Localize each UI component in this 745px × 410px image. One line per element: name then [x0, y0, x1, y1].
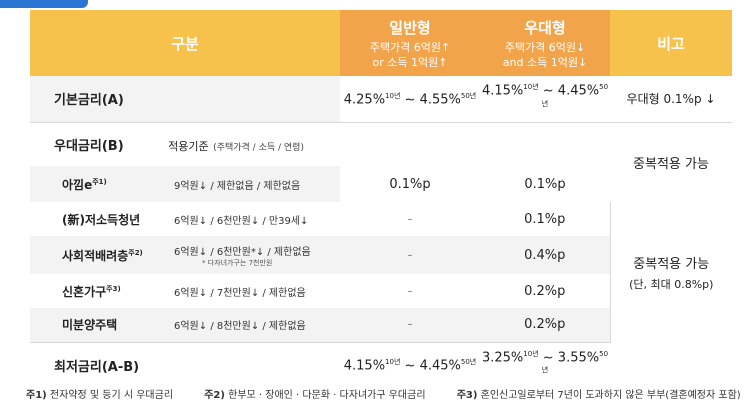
pref-row-5-name: 미분양주택 — [62, 318, 118, 333]
pref-row-2-preferred: 0.1%p — [524, 211, 566, 227]
pref-row-5-criteria: 6억원↓ / 8천만원↓ / 제한없음 — [174, 321, 306, 333]
pref-row-3-preferred: 0.4%p — [524, 247, 566, 263]
header-general-sub1: 주택가격 6억원↑ — [369, 40, 451, 54]
base-rate-preferred: 4.15%10년 ~ 4.45%50년 — [480, 76, 610, 123]
header-remark: 비고 — [610, 10, 732, 76]
pref-rate-label-cell: 우대금리(B) 적용기준 (주택가격 / 소득 / 연령) — [30, 122, 340, 166]
rate-table: 구분 일반형 주택가격 6억원↑ or 소득 1억원↑ 우대형 주택가격 6억원… — [30, 10, 732, 388]
pref-row-3-name: 사회적배려층주2) — [62, 248, 143, 263]
remark-dup2-sub: (단, 최대 0.8%p) — [629, 277, 714, 291]
footnote-3: 주3) 혼인신고일로부터 7년이 도과하지 않은 부부(결혼예정자 포함) — [456, 390, 741, 401]
top-tab-decoration — [0, 0, 88, 8]
pref-row-3-general: - — [407, 247, 413, 263]
base-rate-remark: 우대형 0.1%p ↓ — [610, 76, 732, 123]
pref-row-1-criteria: 9억원↓ / 제한없음 / 제한없음 — [174, 180, 301, 192]
header-preferred-title: 우대형 — [524, 18, 566, 37]
pref-row-2: (新)저소득청년 6억원↓ / 6천만원↓ / 만39세↓ - 0.1%p 중복… — [30, 202, 732, 342]
pref-row-1: 아낌e주1) 9억원↓ / 제한없음 / 제한없음 0.1%p 0.1%p — [30, 166, 732, 202]
pref-row-1-name: 아낌e주1) — [62, 177, 107, 192]
pref-row-2-general: - — [407, 211, 413, 227]
pref-row-4-general: - — [407, 283, 413, 299]
pref-rate-header-row: 우대금리(B) 적용기준 (주택가격 / 소득 / 연령) 중복적용 가능 — [30, 122, 732, 172]
header-preferred-sub1: 주택가격 6억원↓ — [504, 40, 586, 54]
pref-rate-label: 우대금리(B) — [54, 138, 124, 154]
base-rate-general: 4.25%10년 ~ 4.55%50년 — [340, 76, 480, 123]
criteria-note: (주택가격 / 소득 / 연령) — [213, 142, 304, 153]
pref-row-1-preferred: 0.1%p — [524, 176, 566, 192]
pref-row-1-general: 0.1%p — [389, 176, 431, 192]
pref-row-5-preferred: 0.2%p — [480, 308, 610, 343]
footnote-2: 주2) 한부모 · 장애인 · 다문화 · 다자녀가구 우대금리 — [204, 390, 426, 401]
pref-row-2-criteria: 6억원↓ / 6천만원↓ / 만39세↓ — [174, 215, 309, 227]
header-preferred: 우대형 주택가격 6억원↓ and 소득 1억원↓ — [480, 10, 610, 76]
pref-row-4-name: 신혼가구주3) — [62, 284, 121, 299]
base-rate-label: 기본금리(A) — [30, 76, 340, 123]
pref-row-4: 신혼가구주3) 6억원↓ / 7천만원↓ / 제한없음 - 0.2%p — [30, 274, 732, 308]
min-rate-label: 최저금리(A-B) — [54, 359, 140, 375]
pref-row-3-note: * 다자녀가구는 7천만원 — [202, 258, 273, 267]
base-rate-row: 기본금리(A) 4.25%10년 ~ 4.55%50년 4.15%10년 ~ 4… — [30, 76, 732, 123]
header-row: 구분 일반형 주택가격 6억원↑ or 소득 1억원↑ 우대형 주택가격 6억원… — [30, 10, 732, 76]
header-general-sub2: or 소득 1억원↑ — [372, 55, 448, 69]
header-category: 구분 — [30, 10, 340, 76]
pref-row-4-criteria: 6억원↓ / 7천만원↓ / 제한없음 — [174, 287, 306, 299]
min-rate-preferred: 3.25%10년 ~ 3.55%50년 — [481, 349, 609, 375]
header-general-title: 일반형 — [389, 18, 431, 37]
footnotes: 주1) 전자약정 및 등기 시 우대금리 주2) 한부모 · 장애인 · 다문화… — [26, 386, 745, 401]
pref-row-4-preferred: 0.2%p — [524, 283, 566, 299]
pref-row-3-criteria-block: 6억원↓ / 6천만원*↓ / 제한없음 * 다자녀가구는 7천만원 — [174, 246, 311, 267]
header-general: 일반형 주택가격 6억원↑ or 소득 1억원↑ — [340, 10, 480, 76]
pref-row-5-general: - — [340, 308, 480, 343]
footnote-1: 주1) 전자약정 및 등기 시 우대금리 — [26, 390, 174, 401]
min-rate-general: 4.15%10년 ~ 4.45%50년 — [343, 358, 477, 374]
remark-dup2: 중복적용 가능 (단, 최대 0.8%p) — [609, 202, 732, 342]
pref-row-2-name: (新)저소득청년 — [62, 212, 141, 227]
header-preferred-sub2: and 소득 1억원↓ — [502, 55, 588, 69]
criteria-label: 적용기준 — [168, 139, 209, 153]
remark-dup1: 중복적용 가능 — [633, 156, 709, 172]
min-rate-row: 최저금리(A-B) 4.15%10년 ~ 4.45%50년 3.25%10년 ~… — [30, 342, 732, 388]
